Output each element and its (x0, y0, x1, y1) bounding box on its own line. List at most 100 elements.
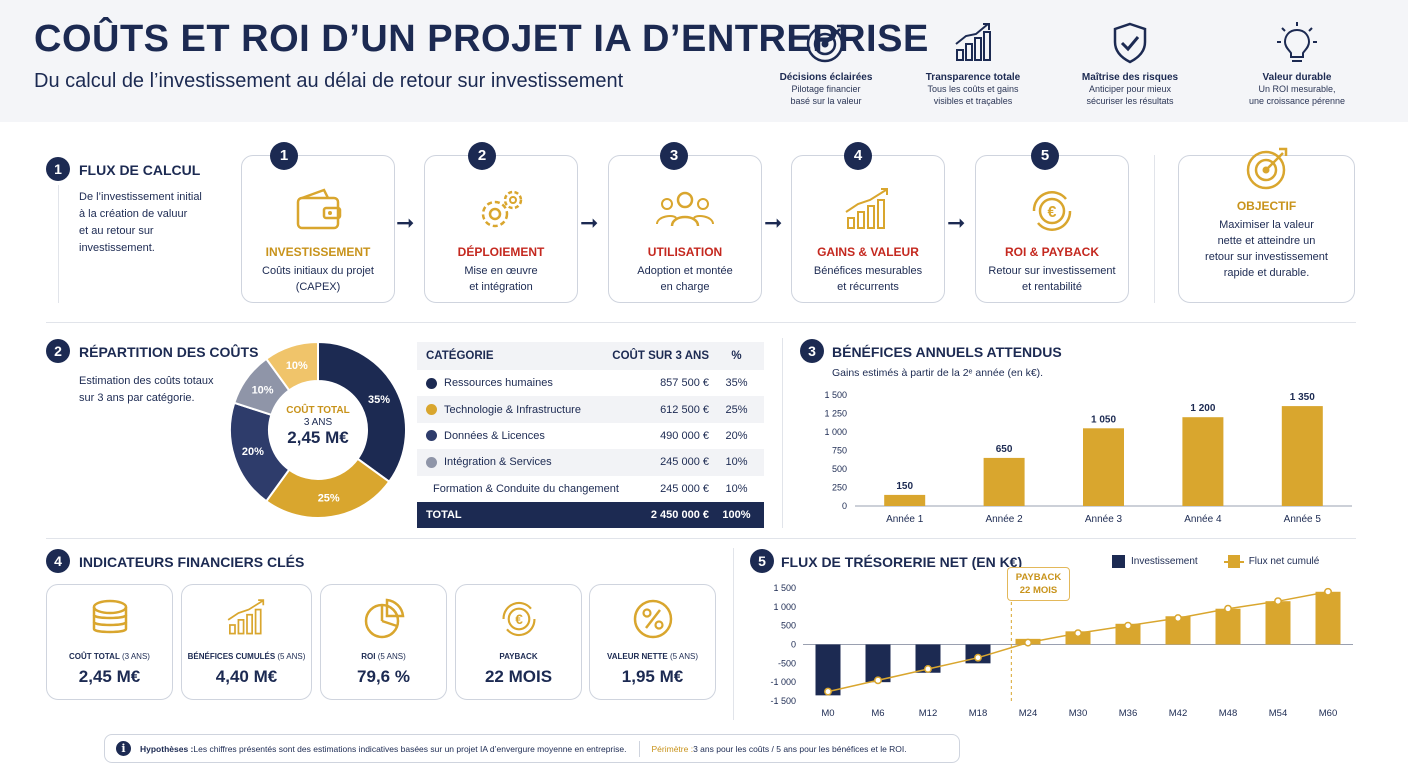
y-tick-label: 1 000 (773, 602, 796, 612)
bar (1281, 406, 1323, 506)
bar-value-label: 1 350 (1290, 392, 1315, 403)
legend-dot (426, 430, 437, 442)
kpi-label: PAYBACK (499, 652, 538, 661)
arrow-right-icon: ➞ (396, 210, 415, 235)
y-tick-label: 500 (781, 621, 796, 631)
table-row: Données & Licences 490 000 €20% (417, 423, 764, 449)
x-tick-label: M12 (919, 708, 937, 719)
step-label: INVESTISSEMENT (265, 245, 371, 259)
shield-check-icon (1113, 22, 1147, 64)
kpi-label: VALEUR NETTE (5 ANS) (607, 652, 698, 661)
gears-icon (481, 190, 523, 228)
table-row: Formation & Conduite du changement 245 00… (433, 482, 748, 495)
objective-label: OBJECTIF (1236, 199, 1297, 213)
slice-label: 35% (368, 394, 390, 406)
table-row: Intégration & Services 245 000 €10% (417, 449, 764, 476)
column-header: CATÉGORIE (426, 350, 494, 362)
step-card-investissement: INVESTISSEMENT Coûts initiaux du projet(… (241, 155, 395, 303)
x-tick-label: M6 (871, 708, 884, 719)
page-title: COÛTS ET ROI D’UN PROJET IA D’ENTREPRISE (34, 18, 929, 60)
step-description: Retour sur investissement et rentabilité (988, 265, 1116, 293)
section-number: 1 (46, 157, 70, 181)
step-number: 2 (468, 142, 496, 170)
svg-text:€: € (1048, 204, 1057, 221)
pie-chart-icon (364, 598, 404, 639)
y-tick-label: 1 000 (824, 427, 847, 437)
users-icon (656, 191, 714, 227)
bar (884, 494, 926, 506)
section-number: 5 (750, 549, 774, 573)
x-tick-label: Année 1 (886, 514, 924, 525)
bar-value-label: 150 (896, 481, 913, 492)
percent-icon (633, 599, 672, 639)
scope-text: 3 ans pour les coûts / 5 ans pour les bé… (693, 743, 907, 754)
section-title: RÉPARTITION DES COÛTS (79, 344, 259, 360)
step-number: 1 (270, 142, 298, 170)
section-subtitle: Gains estimés à partir de la 2ᵉ année (e… (832, 367, 1044, 379)
arrow-right-icon: ➞ (764, 210, 783, 235)
section-title: INDICATEURS FINANCIERS CLÉS (79, 554, 305, 570)
x-tick-label: M24 (1019, 708, 1037, 719)
cumulative-point (1074, 629, 1082, 638)
x-tick-label: M54 (1269, 708, 1287, 719)
kpi-value: 2,45 M€ (78, 667, 141, 686)
y-tick-label: -1 500 (770, 696, 796, 706)
step-description: Mise en œuvre et intégration (464, 265, 538, 293)
divider (1154, 155, 1155, 303)
bar-chart-icon (955, 23, 991, 61)
slice-label: 10% (286, 360, 308, 372)
kpi-value: 1,95 M€ (621, 667, 684, 686)
y-tick-label: 0 (791, 640, 796, 650)
pillar-line: Un ROI mesurable, (1258, 84, 1336, 94)
cumulative-point (1324, 587, 1332, 596)
arrow-right-icon: ➞ (947, 210, 966, 235)
svg-text:€: € (515, 612, 523, 627)
pillar-line: une croissance pérenne (1248, 96, 1346, 106)
slice-label: 25% (318, 493, 340, 505)
arrow-right-icon: ➞ (580, 210, 599, 235)
step-card-gains: GAINS & VALEUR Bénéfices mesurables et ré… (791, 155, 945, 303)
scope-label: Périmètre : (651, 743, 694, 754)
kpi-card-payback: € PAYBACK 22 MOIS (455, 584, 582, 700)
cashflow-bar (815, 644, 841, 696)
pillar-line: Anticiper pour mieux (1088, 84, 1172, 94)
kpi-value: 22 MOIS (484, 667, 553, 686)
x-tick-label: M42 (1169, 708, 1187, 719)
pillar-line: sécuriser les résultats (1086, 96, 1174, 106)
donut-center-value: 2,45 M€ (287, 428, 349, 447)
euro-cycle-icon: € (501, 601, 536, 637)
section-title: BÉNÉFICES ANNUELS ATTENDUS (832, 344, 1062, 360)
donut-center: COÛT TOTAL 3 ANS 2,45 M€ (270, 405, 366, 448)
cumulative-point (1024, 638, 1032, 647)
kpi-card-cout-total: COÛT TOTAL (3 ANS) 2,45 M€ (46, 584, 173, 700)
euro-cycle-icon: € (1032, 191, 1072, 231)
pillar-line: visibles et traçables (933, 96, 1013, 106)
step-label: UTILISATION (647, 245, 723, 259)
pillar-line: basé sur la valeur (790, 96, 862, 106)
kpi-card-roi: ROI (5 ANS) 79,6 % (320, 584, 447, 700)
cumulative-point (924, 665, 932, 673)
divider (638, 740, 640, 757)
donut-hole (269, 381, 367, 479)
y-tick-label: 1 500 (824, 390, 847, 400)
pillar-line: Pilotage financier (791, 84, 861, 94)
x-tick-label: Année 4 (1184, 514, 1222, 525)
benefits-bar-chart: 0 250 500 750 1 000 1 250 1 500 150 Année 1 650 An… (824, 390, 1352, 525)
legend-label: Investissement (1131, 556, 1198, 567)
header-band (0, 0, 1408, 122)
legend-swatch (1223, 555, 1244, 568)
table-total-row: TOTAL 2 450 000 €100% (417, 501, 764, 528)
chart-legend: Investissement Flux net cumulé (1112, 555, 1319, 568)
page-subtitle: Du calcul de l’investissement au délai d… (34, 70, 624, 92)
y-tick-label: 0 (842, 501, 847, 511)
donut-center-label: COÛT TOTAL (286, 405, 350, 416)
donut-center-sub: 3 ANS (303, 417, 333, 428)
cashflow-chart: -1 500 -1 000 -500 0 500 1 000 1 500 M0 M6 M12 M18… (770, 578, 1353, 719)
section-description: De l’investissement initial à la création… (79, 191, 202, 254)
pillar-valeur: Valeur durable Un ROI mesurable, une cro… (1222, 20, 1372, 107)
x-tick-label: M60 (1319, 708, 1337, 719)
hypotheses-text: Les chiffres présentés sont des estimati… (193, 743, 627, 754)
cashflow-bar (1265, 601, 1291, 645)
step-label: GAINS & VALEUR (817, 245, 919, 259)
legend-dot (426, 404, 437, 416)
